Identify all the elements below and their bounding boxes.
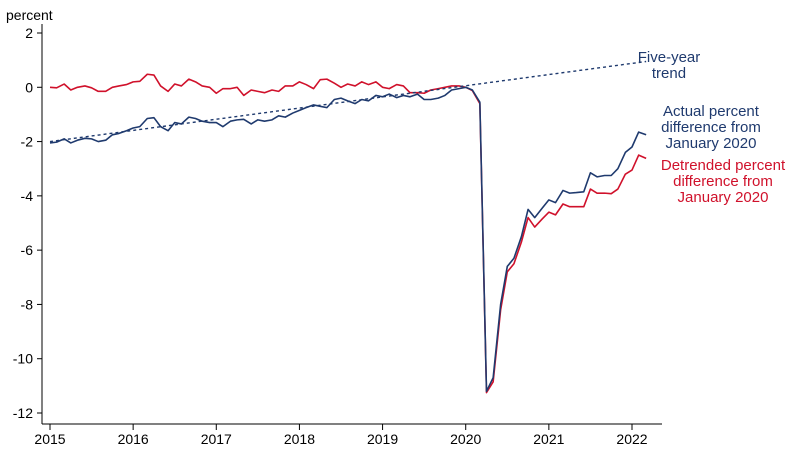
y-axis-ticks: 2 0 -2 -4 -6 -8 -10 -12: [13, 25, 42, 421]
x-axis-ticks: 2015 2016 2017 2018 2019 2020 2021 2022: [34, 424, 648, 447]
y-tick-label: -12: [13, 405, 33, 421]
x-tick-label: 2016: [118, 431, 149, 447]
annotation-layer: Five-year trend Actual percent difference f…: [638, 49, 786, 206]
y-axis-unit-label: percent: [6, 7, 53, 23]
x-tick-label: 2019: [367, 431, 398, 447]
y-tick-label: -10: [13, 351, 33, 367]
x-tick-label: 2022: [616, 431, 647, 447]
y-tick-label: 2: [25, 25, 33, 41]
x-tick-label: 2015: [34, 431, 65, 447]
detrended-series-line: [49, 73, 647, 394]
actual-series-annotation: Actual percent difference from January 202…: [661, 103, 761, 152]
y-tick-label: -2: [21, 134, 34, 150]
x-tick-label: 2021: [533, 431, 564, 447]
x-tick-label: 2018: [284, 431, 315, 447]
series-layer: [49, 60, 647, 394]
x-tick-label: 2020: [450, 431, 481, 447]
y-tick-label: 0: [25, 79, 33, 95]
y-tick-label: -8: [21, 296, 34, 312]
trend-annotation: Five-year trend: [638, 49, 701, 82]
actual-series-line: [49, 86, 647, 393]
x-tick-label: 2017: [201, 431, 232, 447]
y-tick-label: -6: [21, 242, 34, 258]
y-tick-label: -4: [21, 188, 34, 204]
detrended-series-annotation: Detrended percent difference from January …: [661, 157, 786, 206]
